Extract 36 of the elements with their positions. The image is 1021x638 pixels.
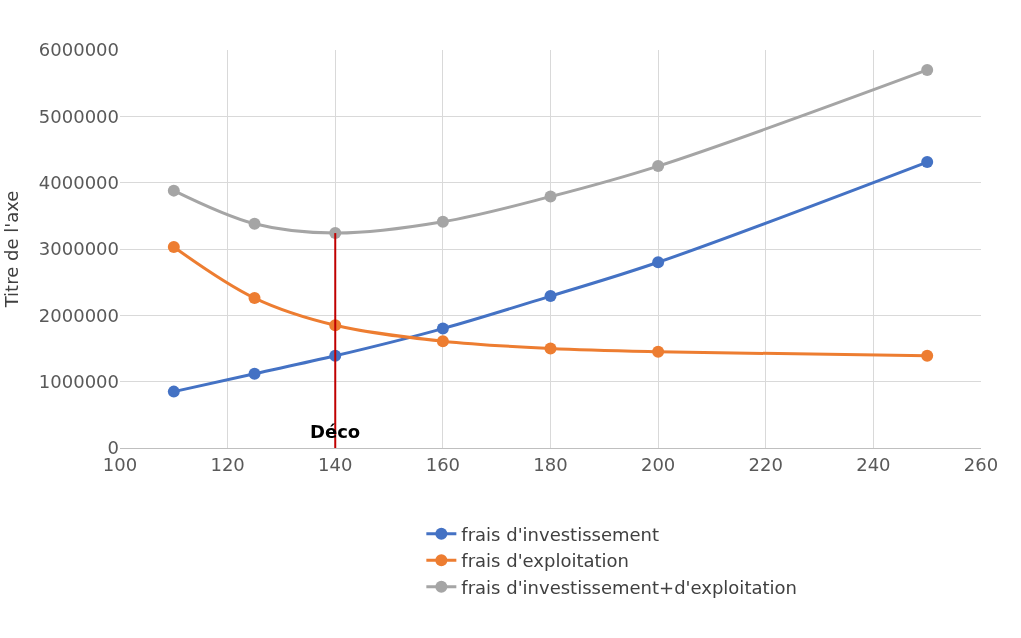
point (544, 342, 557, 355)
point (248, 367, 261, 380)
point (544, 190, 557, 203)
y-tick-label: 1000000 (38, 370, 119, 392)
point (167, 184, 180, 197)
x-tick-label: 120 (210, 453, 245, 475)
y-tick-label: 4000000 (38, 171, 119, 193)
y-tick-label: 5000000 (38, 105, 119, 127)
y-tick-label: 3000000 (38, 238, 119, 260)
y-tick-label: 6000000 (38, 39, 119, 61)
x-tick-label: 220 (748, 453, 783, 475)
point (248, 217, 261, 230)
x-tick-label: 260 (963, 453, 999, 475)
point (544, 290, 557, 303)
point (167, 241, 180, 253)
legend-label: frais d'exploitation (461, 550, 630, 572)
point (167, 385, 180, 398)
y-axis-title: Titre de l'axe (1, 190, 23, 309)
point (652, 256, 665, 269)
x-tick-label: 240 (856, 453, 891, 475)
point (921, 63, 934, 76)
legend-label: frais d'investissement (461, 523, 660, 545)
point (436, 215, 449, 228)
point (652, 160, 665, 173)
point (436, 335, 449, 348)
y-tick-label: 2000000 (38, 304, 119, 326)
point (652, 345, 665, 358)
point (248, 292, 261, 305)
point (436, 322, 449, 335)
point (921, 349, 934, 362)
x-tick-label: 160 (425, 453, 461, 475)
x-tick-label: 200 (640, 453, 676, 475)
x-tick-label: 140 (318, 453, 353, 475)
x-tick-label: 180 (533, 453, 568, 475)
point (921, 156, 934, 169)
legend-label: frais d'investissement+d'exploitation (461, 576, 797, 598)
